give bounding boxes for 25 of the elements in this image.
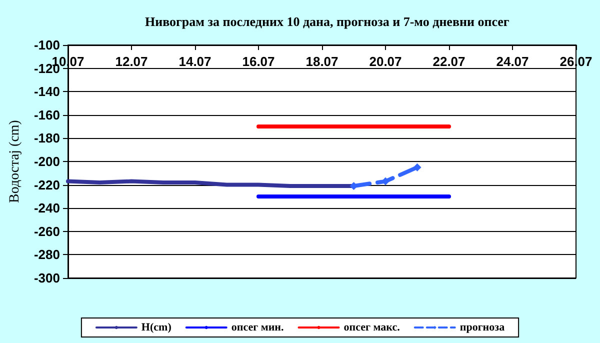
y-tick-label: -160 xyxy=(34,107,60,122)
y-tick-label: -260 xyxy=(34,224,60,239)
legend-label: H(cm) xyxy=(141,322,172,334)
x-tick-label: 22.07 xyxy=(432,54,466,69)
legend-label: прогноза xyxy=(460,322,506,334)
y-tick-label: -100 xyxy=(34,38,60,52)
y-axis-title: Водостај (cm) xyxy=(8,120,22,203)
x-tick-label: 20.07 xyxy=(369,54,402,69)
point xyxy=(382,177,390,186)
legend-label: опсег мин. xyxy=(231,322,284,334)
point xyxy=(413,163,422,172)
x-tick-label: 18.07 xyxy=(306,54,338,69)
chart-title: Нивограм за последних 10 дана, прогноза и 7-мо дневни опсег xyxy=(145,14,510,29)
y-tick-label: -140 xyxy=(34,84,60,100)
x-tick-label: 14.07 xyxy=(178,54,212,69)
x-tick-label: 12.07 xyxy=(115,54,148,69)
y-tick-label: -220 xyxy=(34,177,60,192)
legend-label: опсег макс. xyxy=(344,322,400,334)
x-tick-label: 24.07 xyxy=(496,54,529,69)
x-tick-label: 16.07 xyxy=(242,54,275,69)
y-tick-label: -200 xyxy=(34,154,60,169)
y-tick-label: -300 xyxy=(34,270,60,286)
y-tick-label: -180 xyxy=(34,130,60,146)
y-tick-label: -280 xyxy=(34,247,60,262)
y-tick-label: -240 xyxy=(34,200,60,216)
